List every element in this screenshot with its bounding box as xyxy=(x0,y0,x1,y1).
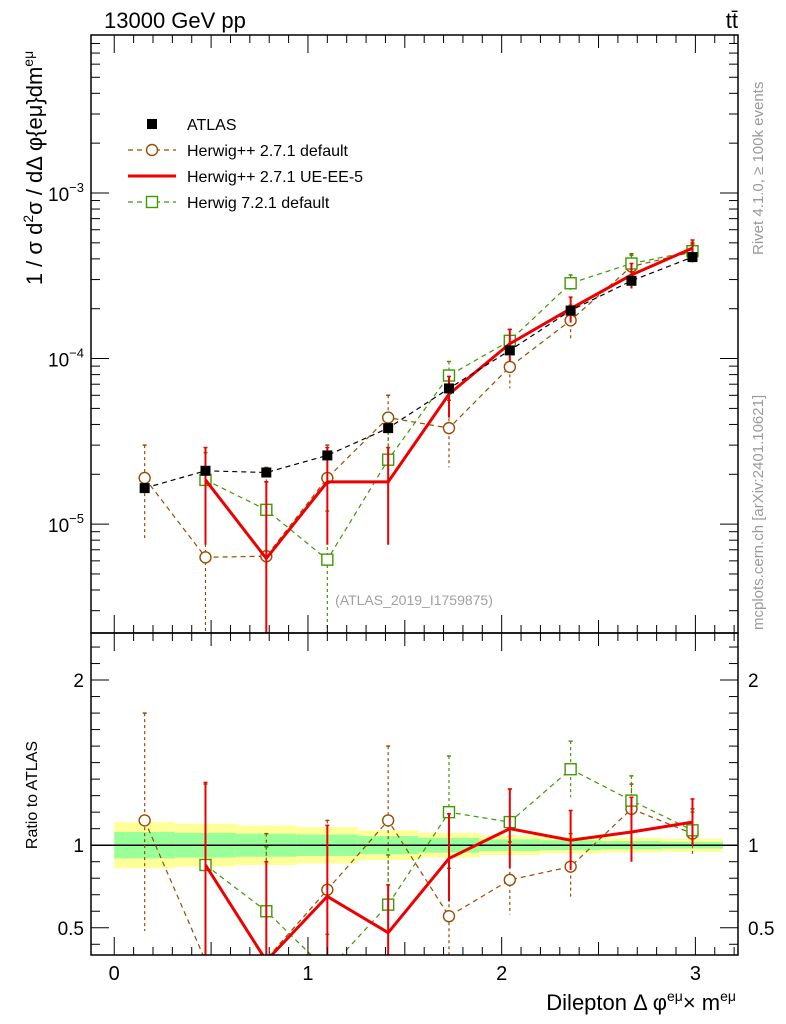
legend-marker-circle xyxy=(145,143,159,157)
x-axis-title: Dilepton Δ φeμ× meμ xyxy=(546,988,736,1015)
ratio-y-tick-label-right: 0.5 xyxy=(748,919,774,940)
legend-label: Herwig 7.2.1 default xyxy=(187,195,330,212)
legend-item-atlas: ATLAS xyxy=(147,117,237,134)
ratio-h271def-series xyxy=(138,712,699,955)
legend: ATLAS Herwig++ 2.7.1 default Herwig++ 2.7.… xyxy=(128,117,363,212)
main-atlas-series xyxy=(139,252,698,494)
main-h271ue-series xyxy=(203,239,695,633)
x-tick-label: 1 xyxy=(302,963,313,985)
main-point-circle xyxy=(199,551,212,564)
ratio-axes: 0.5 0.5 1 1 2 2 0 1 2 3 xyxy=(58,633,774,985)
legend-item-h271def: Herwig++ 2.7.1 default xyxy=(128,143,349,160)
main-point-square xyxy=(321,553,334,566)
ratio-frame xyxy=(90,632,739,956)
x-tick-label: 2 xyxy=(496,963,507,985)
legend-marker-square xyxy=(145,195,159,209)
main-y-tick-exponent: −3 xyxy=(69,180,84,195)
ratio-panel: 0.5 0.5 1 1 2 2 0 1 2 3 xyxy=(58,632,774,985)
mcplots-label: mcplots.cern.ch [arXiv:2401.10621] xyxy=(750,395,767,630)
ratio-y-tick-label-left: 2 xyxy=(73,671,84,692)
main-atlas-line xyxy=(144,256,693,489)
ratio-h271ue-series xyxy=(203,781,695,955)
ratio-y-tick-label-left: 1 xyxy=(73,836,84,857)
rivet-version-label: Rivet 4.1.0, ≥ 100k events xyxy=(750,82,767,255)
main-point-atlas xyxy=(443,383,454,394)
legend-label: ATLAS xyxy=(187,117,237,134)
ratio-point-circle xyxy=(381,814,395,827)
main-point-circle xyxy=(442,421,456,435)
legend-item-h721def: Herwig 7.2.1 default xyxy=(128,195,330,212)
x-tick-label: 0 xyxy=(109,963,120,985)
main-point-atlas xyxy=(687,252,698,263)
legend-label: Herwig++ 2.7.1 UE-EE-5 xyxy=(187,169,363,186)
ratio-y-tick-label-right: 2 xyxy=(748,671,759,692)
main-point-circle xyxy=(503,360,517,374)
main-point-circle xyxy=(381,411,395,424)
main-point-atlas xyxy=(626,275,637,286)
main-point-atlas xyxy=(200,465,211,476)
main-y-tick-exponent: −5 xyxy=(69,511,84,526)
main-point-square xyxy=(564,277,577,290)
main-point-circle xyxy=(138,471,151,485)
x-tick-label: 3 xyxy=(690,963,701,985)
ratio-point-circle xyxy=(442,909,456,923)
ratio-data-layer xyxy=(138,712,699,955)
legend-item-h271ue: Herwig++ 2.7.1 UE-EE-5 xyxy=(128,169,363,186)
main-y-tick-label: 10−4 xyxy=(48,346,84,372)
ratio-y-tick-label-right: 1 xyxy=(748,836,759,857)
main-point-atlas xyxy=(383,423,394,434)
ratio-point-square xyxy=(564,763,577,776)
ratio-y-axis-title: Ratio to ATLAS xyxy=(24,741,41,849)
main-y-tick-exponent: −4 xyxy=(69,346,84,361)
legend-marker-atlas xyxy=(147,119,157,129)
legend-label: Herwig++ 2.7.1 default xyxy=(187,143,349,160)
main-point-atlas xyxy=(504,345,515,356)
main-point-atlas xyxy=(322,450,333,461)
process-label: tt̄ xyxy=(726,8,738,33)
main-h721def-line xyxy=(205,250,693,561)
main-y-tick-label: 10−5 xyxy=(48,511,84,537)
energy-label: 13000 GeV pp xyxy=(104,8,246,33)
y-axis-title-text: 1 / σ d2σ / dΔ φ{eμ}dmeμ xyxy=(20,51,47,285)
main-h271def-line xyxy=(144,251,693,558)
ratio-h271def-line xyxy=(144,808,693,955)
main-panel: 10−5 10−4 10−3 (ATLAS_2019_I1759875) ATLAS… xyxy=(48,34,739,634)
ratio-y-tick-label-left: 0.5 xyxy=(58,919,84,940)
main-axes: 10−5 10−4 10−3 xyxy=(48,35,738,633)
main-point-atlas xyxy=(139,483,150,494)
main-data-layer xyxy=(138,239,699,633)
ratio-point-circle xyxy=(138,814,151,827)
analysis-watermark: (ATLAS_2019_I1759875) xyxy=(335,592,493,608)
y-axis-title-main: 1 / σ d2σ / dΔ φ{eμ}dmeμ xyxy=(20,51,47,285)
main-point-atlas xyxy=(261,467,272,478)
main-y-tick-label: 10−3 xyxy=(48,180,84,206)
ratio-point-circle xyxy=(503,873,517,887)
main-point-atlas xyxy=(565,305,576,316)
